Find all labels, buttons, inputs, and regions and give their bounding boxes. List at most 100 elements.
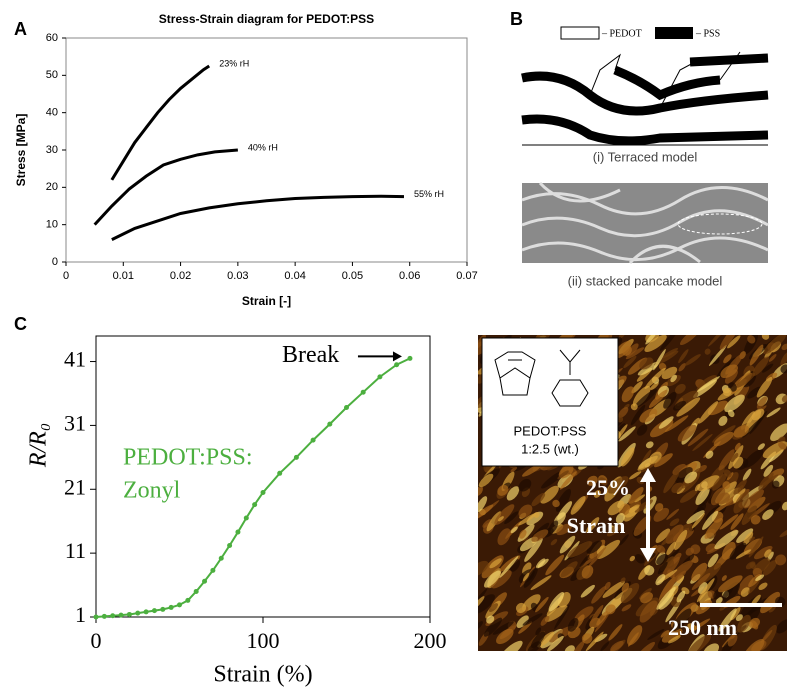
texture [723, 354, 732, 364]
data-point [260, 489, 266, 495]
texture [581, 633, 593, 644]
texture [497, 484, 509, 496]
texture [586, 517, 600, 533]
data-point [185, 597, 191, 603]
texture [749, 536, 755, 542]
texture [615, 512, 625, 524]
texture [656, 544, 666, 554]
texture [496, 628, 514, 645]
texture [743, 489, 764, 509]
texture [478, 621, 483, 631]
texture [634, 494, 646, 503]
data-point [235, 529, 241, 535]
texture [734, 442, 741, 451]
texture [585, 631, 604, 651]
texture [750, 515, 761, 525]
texture [544, 605, 568, 622]
texture [484, 570, 501, 588]
texture [535, 596, 549, 613]
texture [604, 581, 611, 590]
texture [737, 574, 754, 595]
texture [602, 580, 625, 598]
data-point [310, 437, 316, 443]
texture [663, 391, 677, 409]
texture [674, 467, 693, 483]
texture [621, 582, 630, 593]
texture [720, 364, 738, 379]
texture [763, 560, 777, 576]
texture [684, 354, 701, 366]
data-point [93, 614, 99, 620]
diagram-caption: (i) Terraced model [593, 149, 698, 164]
texture [588, 546, 607, 568]
afm-image: PEDOT:PSS 1:2.5 (wt.) 25% Strain 250 nm [478, 335, 787, 651]
x-tick-label: 100 [247, 628, 280, 653]
texture [610, 640, 624, 651]
texture [518, 504, 533, 519]
texture [607, 476, 629, 494]
texture [620, 447, 635, 467]
data-point [143, 609, 149, 615]
texture [640, 592, 653, 604]
data-point [118, 612, 124, 618]
x-tick-label: 0 [91, 628, 102, 653]
texture [653, 349, 666, 371]
texture [654, 453, 673, 468]
texture [607, 500, 625, 516]
texture [619, 534, 629, 546]
texture [556, 523, 573, 536]
texture [778, 441, 787, 450]
texture [654, 350, 679, 366]
texture [780, 364, 787, 374]
data-line [110, 64, 211, 181]
y-axis-label: Stress [MPa] [14, 114, 28, 187]
x-tick-label: 0.05 [342, 270, 363, 282]
texture [637, 361, 660, 376]
texture [656, 553, 669, 566]
texture [762, 363, 774, 373]
texture [581, 565, 594, 579]
texture [766, 407, 781, 418]
texture [670, 374, 677, 383]
texture [540, 615, 550, 626]
texture [687, 428, 709, 447]
legend-label: – PSS [695, 28, 720, 39]
texture [663, 470, 680, 494]
texture [675, 383, 686, 394]
data-line [93, 148, 238, 226]
texture [490, 570, 512, 589]
texture [552, 499, 560, 508]
texture [537, 631, 555, 648]
structure-label: PEDOT:PSS [514, 423, 587, 438]
texture [510, 526, 518, 534]
texture [557, 501, 573, 520]
texture [593, 490, 601, 498]
structure-label: 1:2.5 (wt.) [521, 441, 579, 456]
texture [729, 542, 747, 560]
texture [497, 516, 504, 522]
y-tick-label: 60 [46, 32, 58, 44]
texture [736, 528, 754, 543]
texture [698, 401, 719, 424]
texture [557, 470, 569, 480]
texture [608, 624, 623, 641]
texture [710, 487, 726, 506]
y-tick-label: 20 [46, 181, 58, 193]
texture [733, 425, 750, 438]
texture [780, 351, 787, 366]
texture [591, 586, 607, 604]
texture [679, 489, 698, 503]
texture [492, 621, 514, 635]
texture [661, 534, 674, 546]
x-tick-label: 0 [63, 270, 69, 282]
texture [620, 582, 640, 604]
texture [708, 335, 729, 347]
series-label: 40% rH [248, 142, 278, 152]
texture [657, 561, 668, 575]
texture [483, 617, 503, 637]
data-point [252, 502, 258, 508]
texture [672, 608, 692, 632]
data-point [360, 389, 366, 395]
texture [620, 577, 626, 583]
texture [707, 553, 719, 568]
